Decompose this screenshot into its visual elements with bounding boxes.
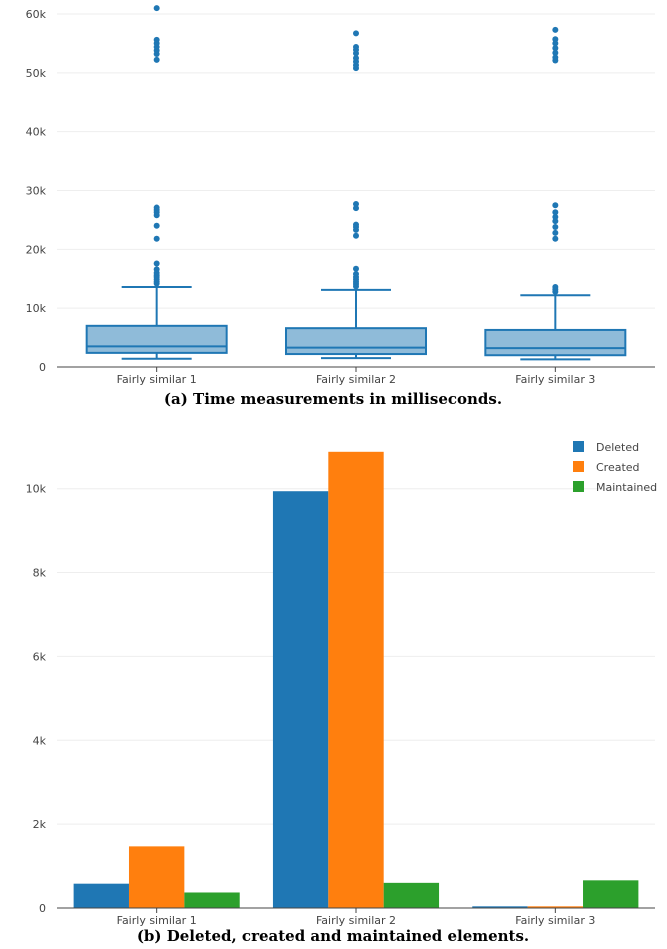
x-tick-label: Fairly similar 2: [316, 914, 396, 927]
y-tick-label: 10k: [26, 483, 47, 496]
caption-a: (a) Time measurements in milliseconds.: [164, 390, 502, 408]
outlier-point: [552, 26, 559, 33]
outlier-point: [153, 204, 160, 211]
legend-label-created: Created: [596, 461, 640, 474]
outlier-point: [353, 55, 359, 62]
y-tick-label: 30k: [26, 185, 47, 198]
box-3: [484, 26, 627, 361]
outlier-point: [552, 283, 559, 290]
outlier-point: [353, 205, 359, 212]
x-tick-label: Fairly similar 3: [515, 914, 595, 927]
outlier-point: [353, 265, 359, 272]
box-plot-y-tick-labels: 0 10k 20k 30k 40k 50k 60k: [26, 8, 47, 374]
outlier-point: [353, 201, 359, 208]
legend-swatch-deleted: [573, 441, 584, 452]
y-tick-label: 0: [39, 902, 46, 915]
outlier-point: [353, 221, 359, 228]
bar-chart-x-tick-labels: Fairly similar 1 Fairly similar 2 Fairly s…: [117, 908, 595, 927]
x-tick-label: Fairly similar 3: [515, 373, 595, 386]
outlier-point: [353, 271, 359, 278]
box-plot-x-tick-labels: Fairly similar 1 Fairly similar 2 Fairly s…: [117, 367, 595, 386]
y-tick-label: 60k: [26, 8, 47, 21]
y-tick-label: 2k: [33, 818, 47, 831]
legend-label-maintained: Maintained: [596, 481, 657, 494]
outlier-point: [353, 232, 359, 239]
bar-deleted-1: [73, 883, 129, 908]
bar-created-2: [328, 451, 384, 908]
outlier-point: [552, 213, 559, 220]
outlier-point: [552, 218, 559, 225]
outlier-point: [552, 40, 559, 47]
y-tick-label: 8k: [33, 567, 47, 580]
outlier-point: [552, 223, 559, 230]
caption-b: (b) Deleted, created and maintained elem…: [137, 927, 529, 945]
box-1: [85, 5, 228, 360]
outlier-point: [153, 36, 160, 43]
y-tick-label: 6k: [33, 650, 47, 663]
outlier-point: [153, 56, 160, 63]
bar-maintained-3: [583, 880, 639, 908]
bar-chart-bars: [73, 451, 639, 908]
bar-created-1: [128, 846, 185, 908]
y-tick-label: 50k: [26, 67, 47, 80]
outlier-point: [552, 49, 559, 56]
y-tick-label: 10k: [26, 302, 47, 315]
box-plot-boxes: [85, 5, 627, 361]
outlier-point: [552, 229, 559, 236]
y-tick-label: 40k: [26, 126, 47, 139]
outlier-point: [552, 54, 559, 61]
bar-chart-legend: Deleted Created Maintained: [573, 441, 657, 494]
bar-maintained-2: [383, 882, 440, 908]
outlier-point: [153, 235, 160, 242]
outlier-point: [153, 222, 160, 229]
outlier-point: [552, 45, 559, 52]
outlier-point: [552, 202, 559, 209]
legend-swatch-created: [573, 461, 584, 472]
outlier-point: [552, 209, 559, 216]
outlier-point: [153, 5, 160, 12]
x-tick-label: Fairly similar 1: [117, 373, 197, 386]
box-iqr: [85, 324, 228, 354]
legend-swatch-maintained: [573, 481, 584, 492]
outlier-point: [153, 266, 160, 273]
legend-label-deleted: Deleted: [596, 441, 639, 454]
y-tick-label: 20k: [26, 243, 47, 256]
x-tick-label: Fairly similar 1: [117, 914, 197, 927]
bar-deleted-3: [472, 906, 528, 908]
outlier-point: [353, 30, 359, 37]
bar-chart-y-tick-labels: 0 2k 4k 6k 8k 10k: [26, 483, 47, 915]
box-2: [285, 30, 427, 360]
box-iqr: [285, 327, 427, 356]
outlier-point: [153, 260, 160, 267]
bar-maintained-1: [184, 892, 240, 908]
outlier-point: [552, 36, 559, 43]
y-tick-label: 0: [39, 361, 46, 374]
y-tick-label: 4k: [33, 734, 47, 747]
outlier-point: [552, 235, 559, 242]
bar-deleted-2: [272, 491, 329, 908]
outlier-point: [353, 43, 359, 50]
bar-created-3: [527, 906, 584, 908]
x-tick-label: Fairly similar 2: [316, 373, 396, 386]
box-iqr: [484, 328, 627, 357]
